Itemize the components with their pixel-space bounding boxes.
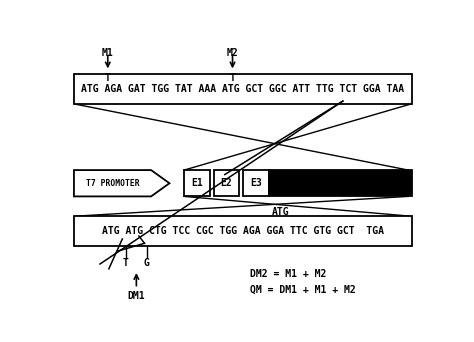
Text: T: T [229,73,236,83]
FancyBboxPatch shape [74,216,412,247]
Text: E1: E1 [191,178,203,188]
Text: DM1: DM1 [128,291,145,301]
Polygon shape [74,170,169,196]
FancyBboxPatch shape [269,170,412,196]
FancyBboxPatch shape [74,74,412,104]
Text: ATG ATG CTG TCC CGC TGG AGA GGA TTC GTG GCT  TGA: ATG ATG CTG TCC CGC TGG AGA GGA TTC GTG … [102,226,384,236]
Text: M1: M1 [102,48,114,57]
Text: ATG: ATG [272,207,290,217]
Text: T7 PROMOTER: T7 PROMOTER [86,179,139,188]
FancyBboxPatch shape [213,170,239,196]
Text: E2: E2 [220,178,232,188]
FancyBboxPatch shape [243,170,269,196]
FancyBboxPatch shape [184,170,210,196]
Text: T: T [123,258,129,268]
Text: G: G [144,258,150,268]
Text: T: T [105,73,111,83]
Text: E3: E3 [250,178,262,188]
Text: M2: M2 [227,48,238,57]
Text: DM2 = M1 + M2: DM2 = M1 + M2 [250,269,327,279]
Text: ATG AGA GAT TGG TAT AAA ATG GCT GGC ATT TTG TCT GGA TAA: ATG AGA GAT TGG TAT AAA ATG GCT GGC ATT … [82,84,404,94]
Text: QM = DM1 + M1 + M2: QM = DM1 + M1 + M2 [250,285,356,295]
